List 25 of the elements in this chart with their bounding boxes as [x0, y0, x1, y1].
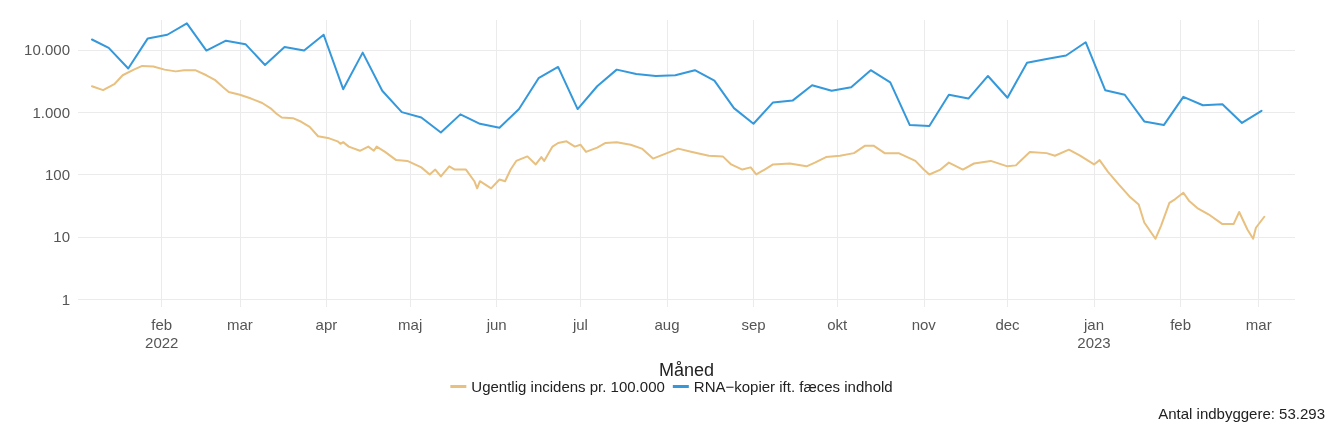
x-axis-title: Måned — [658, 360, 715, 380]
x-tick-label: mar — [1245, 315, 1272, 333]
line-series — [90, 64, 1266, 240]
x-tick-label: jun — [485, 315, 507, 333]
line-series — [90, 22, 1263, 134]
text: Antal indbyggere: 53.293 — [1158, 405, 1325, 422]
x-tick-label: jul — [571, 315, 588, 333]
y-tick-label: 1 — [61, 290, 70, 308]
x-tick-label: nov — [911, 315, 937, 333]
x-tick-label: feb — [1170, 315, 1191, 333]
x-tick-label: feb 2022 — [145, 315, 179, 351]
legend-label: RNA−kopier ift. fæces indhold — [693, 378, 893, 395]
y-tick-label: 100 — [44, 165, 70, 183]
x-tick-label: okt — [827, 315, 849, 333]
x-tick-label: dec — [995, 315, 1021, 333]
y-tick-label: 1.000 — [32, 103, 70, 121]
x-tick-label: sep — [741, 315, 766, 333]
x-tick-label: aug — [654, 315, 680, 333]
legend-label: Ugentlig incidens pr. 100.000 — [471, 378, 665, 395]
y-tick-label: 10.000 — [24, 41, 70, 59]
y-tick-label: 10 — [53, 228, 70, 246]
x-tick-label: mar — [226, 315, 253, 333]
x-tick-label: jan 2023 — [1077, 315, 1111, 351]
x-tick-label: apr — [315, 315, 338, 333]
x-tick-label: maj — [398, 315, 423, 333]
